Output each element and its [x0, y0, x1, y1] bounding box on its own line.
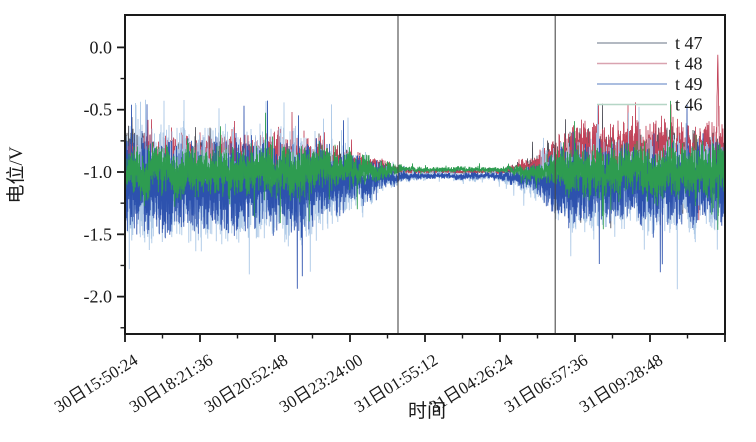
- x-tick-label: 31日06:57:36: [501, 350, 591, 416]
- series-trace-t46: [124, 100, 726, 230]
- y-axis-title: 电位/V: [5, 146, 27, 203]
- x-tick-label: 31日09:28:48: [576, 350, 666, 416]
- legend-entry: t 47: [597, 33, 703, 53]
- legend: t 47t 48t 49t 46: [597, 33, 703, 115]
- x-tick-label: 30日15:50:24: [51, 350, 142, 416]
- x-tick-label: 30日20:52:48: [201, 350, 291, 416]
- legend-entry: t 46: [597, 95, 703, 115]
- x-tick-label: 30日18:21:36: [126, 350, 216, 416]
- x-tick-label: 30日23:24:00: [276, 350, 366, 416]
- marker-lines-layer: [397, 15, 556, 334]
- legend-entry: t 48: [597, 54, 703, 74]
- legend-label: t 47: [675, 33, 703, 53]
- x-axis-title: 时间: [408, 400, 446, 422]
- y-tick-label: -1.0: [84, 162, 113, 182]
- y-tick-label: -0.5: [84, 100, 113, 120]
- y-tick-label: -2.0: [84, 287, 113, 307]
- legend-label: t 49: [675, 74, 703, 94]
- series-layer: [124, 54, 726, 290]
- legend-label: t 48: [675, 54, 703, 74]
- y-tick-label: -1.5: [84, 224, 113, 244]
- legend-entry: t 49: [597, 74, 703, 94]
- y-tick-label: 0.0: [90, 37, 113, 57]
- legend-label: t 46: [675, 95, 703, 115]
